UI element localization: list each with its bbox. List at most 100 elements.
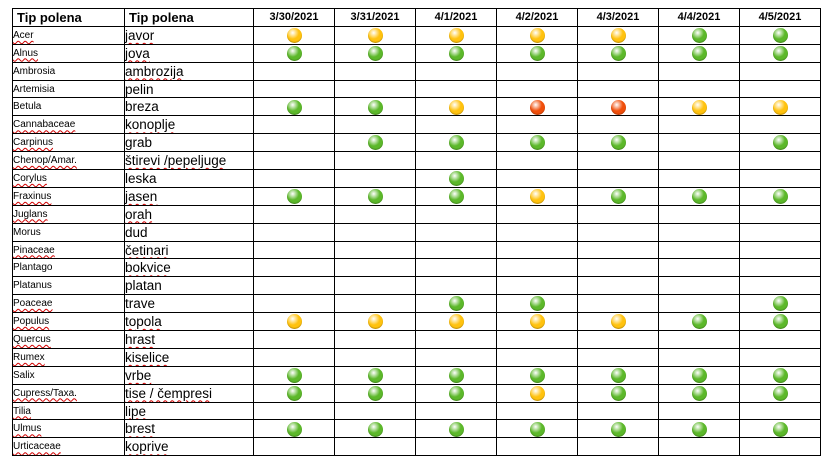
level-cell <box>739 437 821 457</box>
pollen-level-green-dot <box>691 385 707 401</box>
level-cell <box>496 186 578 206</box>
pollen-level-green-dot <box>448 188 464 204</box>
pollen-level-green-dot <box>367 188 383 204</box>
level-cell <box>577 294 659 314</box>
local-name: brest <box>125 421 156 437</box>
latin-name: Fraxinus <box>13 190 52 202</box>
latin-name-cell: Artemisia <box>12 79 125 99</box>
level-cell <box>577 240 659 260</box>
level-cell <box>253 240 335 260</box>
pollen-level-green-dot <box>529 135 545 151</box>
local-name: leska <box>125 170 157 186</box>
pollen-level-green-dot <box>367 421 383 437</box>
level-cell <box>415 97 497 117</box>
level-cell <box>496 419 578 439</box>
pollen-level-yellow-dot <box>529 188 545 204</box>
level-cell <box>253 186 335 206</box>
level-cell <box>658 169 740 188</box>
latin-name: Salix <box>13 369 35 381</box>
level-cell <box>334 133 416 153</box>
pollen-level-yellow-dot <box>286 27 302 43</box>
level-cell <box>739 97 821 117</box>
level-cell <box>334 169 416 188</box>
table-row: Quercus hrast <box>12 330 821 349</box>
pollen-level-green-dot <box>367 45 383 61</box>
level-cell <box>253 419 335 439</box>
latin-name-cell: Poaceae <box>12 294 125 314</box>
pollen-level-green-dot <box>610 188 626 204</box>
level-cell <box>415 347 497 367</box>
local-name-cell: vrbe <box>124 365 254 385</box>
level-cell <box>658 186 740 206</box>
table-row: Betula breza <box>12 97 821 117</box>
level-cell <box>496 365 578 385</box>
level-cell <box>577 401 659 421</box>
local-name-cell: breza <box>124 97 254 117</box>
latin-name: Chenop/Amar. <box>13 155 77 167</box>
pollen-level-green-dot <box>529 367 545 383</box>
pollen-level-green-dot <box>448 45 464 61</box>
local-name: koprive <box>125 439 169 455</box>
level-cell <box>415 25 497 45</box>
level-cell <box>658 79 740 99</box>
pollen-level-green-dot <box>610 135 626 151</box>
latin-name-cell: Cannabaceae <box>12 115 125 135</box>
level-cell <box>658 330 740 349</box>
level-cell <box>658 294 740 314</box>
level-cell <box>415 276 497 296</box>
level-cell <box>334 43 416 63</box>
table-row: Poaceae trave <box>12 294 821 314</box>
level-cell <box>739 79 821 99</box>
pollen-level-green-dot <box>772 421 788 437</box>
level-cell <box>658 276 740 296</box>
level-cell <box>658 151 740 171</box>
pollen-level-green-dot <box>691 367 707 383</box>
level-cell <box>415 133 497 153</box>
level-cell <box>253 204 335 224</box>
local-name-cell: leska <box>124 169 254 188</box>
pollen-level-yellow-dot <box>448 314 464 330</box>
level-cell <box>334 186 416 206</box>
level-cell <box>496 79 578 99</box>
latin-name: Carpinus <box>13 137 54 149</box>
level-cell <box>253 437 335 457</box>
local-name: lipe <box>125 403 147 419</box>
local-name: platan <box>125 278 162 294</box>
header-row: Tip polena Tip polena 3/30/2021 3/31/2021… <box>12 8 821 27</box>
local-name: četinari <box>125 242 169 258</box>
latin-name-cell: Alnus <box>12 43 125 63</box>
latin-name: Urticaceae <box>13 441 61 453</box>
level-cell <box>577 204 659 224</box>
latin-name: Pinaceae <box>13 244 55 256</box>
pollen-level-green-dot <box>610 421 626 437</box>
level-cell <box>415 61 497 81</box>
level-cell <box>253 258 335 278</box>
level-cell <box>577 383 659 403</box>
latin-name: Juglans <box>13 208 48 220</box>
level-cell <box>496 383 578 403</box>
date-header: 4/3/2021 <box>577 8 659 27</box>
local-name-cell: brest <box>124 419 254 439</box>
latin-name-cell: Morus <box>12 222 125 242</box>
level-cell <box>496 294 578 314</box>
date-header: 4/5/2021 <box>739 8 821 27</box>
pollen-level-yellow-dot <box>367 314 383 330</box>
level-cell <box>334 294 416 314</box>
table-row: Ambrosia ambrozija <box>12 61 821 81</box>
level-cell <box>334 240 416 260</box>
level-cell <box>739 151 821 171</box>
level-cell <box>415 294 497 314</box>
latin-name: Ambrosia <box>13 65 56 77</box>
pollen-level-green-dot <box>691 188 707 204</box>
level-cell <box>739 25 821 45</box>
table-row: Acer javor <box>12 25 821 45</box>
level-cell <box>577 43 659 63</box>
level-cell <box>415 419 497 439</box>
table-row: Corylus leska <box>12 169 821 188</box>
local-name-cell: ambrozija <box>124 61 254 81</box>
latin-name-cell: Tilia <box>12 401 125 421</box>
level-cell <box>577 169 659 188</box>
local-name-cell: hrast <box>124 330 254 349</box>
level-cell <box>496 330 578 349</box>
table-row: Plantago bokvice <box>12 258 821 278</box>
